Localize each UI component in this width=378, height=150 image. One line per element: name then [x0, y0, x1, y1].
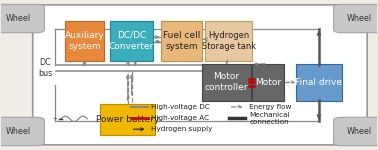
Text: DC
bus: DC bus — [38, 58, 52, 78]
Text: High-voltage AC: High-voltage AC — [151, 115, 209, 121]
Text: Hydrogen
Storage tank: Hydrogen Storage tank — [202, 31, 256, 51]
FancyBboxPatch shape — [161, 21, 202, 61]
FancyBboxPatch shape — [205, 21, 252, 61]
Text: Wheel: Wheel — [347, 14, 372, 23]
Text: Wheel: Wheel — [6, 14, 31, 23]
Text: ⌁: ⌁ — [52, 114, 57, 123]
FancyBboxPatch shape — [202, 64, 251, 101]
Text: Final drive: Final drive — [296, 78, 342, 87]
Text: Hydrogen supply: Hydrogen supply — [151, 126, 213, 132]
FancyBboxPatch shape — [0, 4, 44, 33]
FancyBboxPatch shape — [334, 117, 378, 146]
Text: Energy flow: Energy flow — [249, 104, 292, 110]
Text: Mechanical
connection: Mechanical connection — [249, 112, 290, 125]
Text: Wheel: Wheel — [6, 127, 31, 136]
FancyBboxPatch shape — [65, 21, 104, 61]
Text: Motor
controller: Motor controller — [205, 72, 248, 93]
Text: High-voltage DC: High-voltage DC — [151, 104, 210, 110]
FancyBboxPatch shape — [0, 117, 44, 146]
Text: DC/DC
Converter: DC/DC Converter — [109, 31, 154, 51]
FancyBboxPatch shape — [296, 64, 342, 101]
FancyBboxPatch shape — [101, 104, 155, 135]
FancyBboxPatch shape — [33, 5, 367, 145]
Text: Motor: Motor — [255, 78, 281, 87]
Text: Wheel: Wheel — [347, 127, 372, 136]
FancyBboxPatch shape — [252, 64, 284, 101]
Text: Auxiliary
system: Auxiliary system — [65, 31, 104, 51]
FancyBboxPatch shape — [334, 4, 378, 33]
Text: Fuel cell
system: Fuel cell system — [163, 31, 200, 51]
Text: Power battery: Power battery — [96, 115, 160, 124]
FancyBboxPatch shape — [110, 21, 153, 61]
